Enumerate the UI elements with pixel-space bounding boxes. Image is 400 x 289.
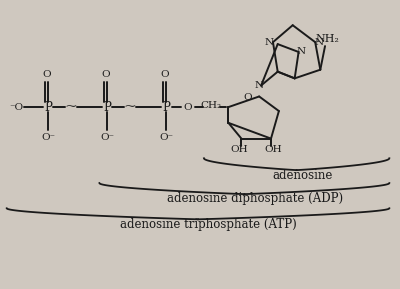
- Text: adenosine: adenosine: [272, 169, 333, 182]
- Text: O⁻: O⁻: [160, 133, 174, 142]
- Text: O: O: [102, 70, 110, 79]
- Text: adenosine diphosphate (ADP): adenosine diphosphate (ADP): [167, 192, 343, 205]
- Text: CH₂: CH₂: [200, 101, 222, 110]
- Text: N: N: [264, 38, 274, 47]
- Text: P: P: [44, 101, 52, 114]
- Text: O: O: [184, 103, 192, 112]
- Text: adenosine triphosphate (ATP): adenosine triphosphate (ATP): [120, 218, 296, 231]
- Text: P: P: [103, 101, 111, 114]
- Text: O⁻: O⁻: [41, 133, 55, 142]
- Text: O: O: [244, 93, 252, 102]
- Text: OH: OH: [264, 145, 282, 154]
- Text: N: N: [296, 47, 305, 56]
- Text: OH: OH: [231, 145, 248, 154]
- Text: N: N: [255, 81, 264, 90]
- Text: O: O: [42, 70, 51, 79]
- Text: ~: ~: [124, 100, 136, 114]
- Text: NH₂: NH₂: [315, 34, 339, 45]
- Text: ⁻O: ⁻O: [10, 103, 24, 112]
- Text: O: O: [160, 70, 169, 79]
- Text: ~: ~: [64, 100, 77, 114]
- Text: P: P: [162, 101, 170, 114]
- Text: O⁻: O⁻: [100, 133, 114, 142]
- Text: N: N: [314, 38, 324, 47]
